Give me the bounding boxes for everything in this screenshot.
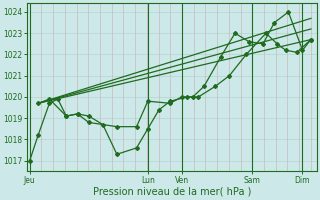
X-axis label: Pression niveau de la mer( hPa ): Pression niveau de la mer( hPa ) [92, 187, 251, 197]
